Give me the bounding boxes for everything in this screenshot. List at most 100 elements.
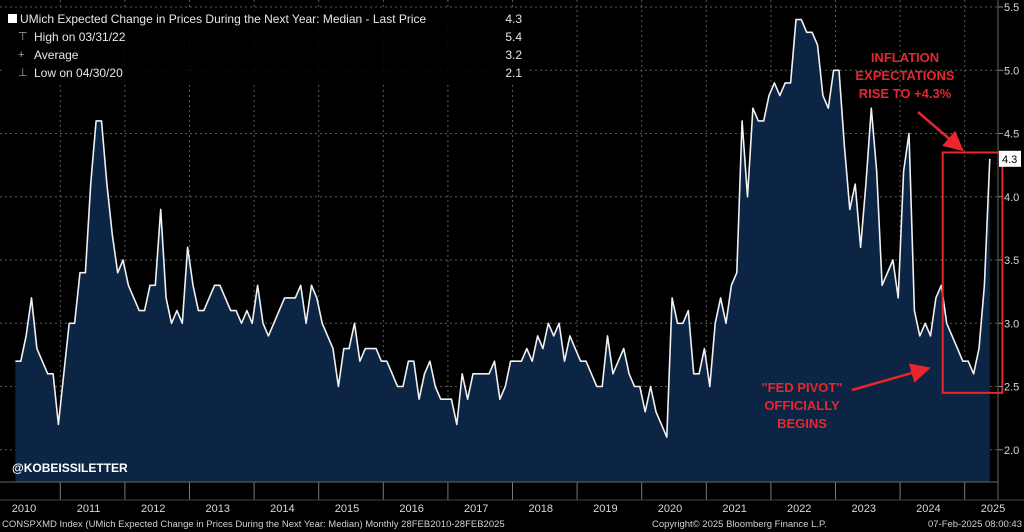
fed-arrow-icon bbox=[851, 363, 931, 392]
data-point bbox=[585, 360, 587, 362]
data-point bbox=[57, 423, 59, 425]
data-point bbox=[450, 398, 452, 400]
data-point bbox=[127, 284, 129, 286]
x-tick-label: 2013 bbox=[206, 503, 230, 515]
data-point bbox=[122, 259, 124, 261]
data-point bbox=[181, 322, 183, 324]
high-marker-icon: ⊤ bbox=[18, 31, 28, 43]
data-point bbox=[95, 120, 97, 122]
last-price-tag-label: 4.3 bbox=[1002, 154, 1017, 166]
data-point bbox=[504, 385, 506, 387]
data-point bbox=[617, 360, 619, 362]
data-point bbox=[763, 120, 765, 122]
data-point bbox=[348, 347, 350, 349]
data-point bbox=[827, 107, 829, 109]
data-point bbox=[326, 335, 328, 337]
data-point bbox=[30, 297, 32, 299]
data-point bbox=[434, 385, 436, 387]
data-point bbox=[230, 309, 232, 311]
data-point bbox=[300, 284, 302, 286]
data-point bbox=[881, 284, 883, 286]
watermark: @KOBEISSILETTER bbox=[12, 461, 128, 475]
data-point bbox=[79, 272, 81, 274]
data-point bbox=[143, 309, 145, 311]
legend-low-label: Low on 04/30/20 bbox=[34, 66, 123, 80]
data-point bbox=[574, 347, 576, 349]
data-point bbox=[509, 360, 511, 362]
data-point bbox=[703, 347, 705, 349]
data-point bbox=[596, 385, 598, 387]
data-point bbox=[41, 360, 43, 362]
data-point bbox=[100, 120, 102, 122]
data-point bbox=[483, 373, 485, 375]
data-point bbox=[337, 385, 339, 387]
data-point bbox=[343, 347, 345, 349]
data-point bbox=[25, 335, 27, 337]
legend-last-value: 4.3 bbox=[505, 12, 522, 26]
data-point bbox=[892, 259, 894, 261]
data-point bbox=[224, 297, 226, 299]
data-point bbox=[736, 272, 738, 274]
footer-copyright: Copyright© 2025 Bloomberg Finance L.P. bbox=[652, 519, 827, 530]
data-point bbox=[800, 18, 802, 20]
x-tick-label: 2011 bbox=[77, 503, 101, 515]
data-point bbox=[235, 309, 237, 311]
data-point bbox=[418, 398, 420, 400]
y-tick-label: 2.5 bbox=[1004, 382, 1019, 394]
data-point bbox=[924, 322, 926, 324]
legend-average-row: + Average 3.2 bbox=[4, 47, 528, 63]
data-point bbox=[951, 335, 953, 337]
data-point bbox=[789, 82, 791, 84]
data-point bbox=[666, 436, 668, 438]
fed-annotation-line: BEGINS bbox=[777, 416, 827, 431]
x-tick-label: 2024 bbox=[916, 503, 940, 515]
last-price-tag: 4.3 bbox=[999, 150, 1021, 167]
data-point bbox=[876, 170, 878, 172]
data-point bbox=[902, 170, 904, 172]
data-point bbox=[499, 398, 501, 400]
data-point bbox=[897, 297, 899, 299]
data-point bbox=[240, 322, 242, 324]
data-point bbox=[854, 183, 856, 185]
data-point bbox=[267, 335, 269, 337]
data-point bbox=[612, 373, 614, 375]
x-tick-label: 2012 bbox=[141, 503, 165, 515]
legend-high-value: 5.4 bbox=[505, 30, 522, 44]
data-point bbox=[20, 360, 22, 362]
x-tick-label: 2019 bbox=[593, 503, 617, 515]
data-point bbox=[52, 373, 54, 375]
data-point bbox=[870, 107, 872, 109]
data-point bbox=[784, 82, 786, 84]
data-point bbox=[563, 360, 565, 362]
data-point bbox=[886, 272, 888, 274]
x-tick-label: 2010 bbox=[12, 503, 36, 515]
data-point bbox=[208, 297, 210, 299]
data-point bbox=[639, 385, 641, 387]
data-point bbox=[628, 373, 630, 375]
y-tick-label: 4.5 bbox=[1004, 129, 1019, 141]
data-point bbox=[671, 297, 673, 299]
data-point bbox=[655, 411, 657, 413]
data-point bbox=[644, 411, 646, 413]
legend-series-swatch[interactable] bbox=[8, 14, 17, 23]
legend-average-label: Average bbox=[34, 48, 79, 62]
data-point bbox=[111, 234, 113, 236]
data-point bbox=[170, 322, 172, 324]
y-tick-label: 4.0 bbox=[1004, 192, 1019, 204]
x-tick-label: 2017 bbox=[464, 503, 488, 515]
data-point bbox=[440, 398, 442, 400]
data-point bbox=[472, 373, 474, 375]
data-point bbox=[859, 246, 861, 248]
inflation-annotation-line: EXPECTATIONS bbox=[855, 68, 955, 83]
data-point bbox=[725, 322, 727, 324]
legend: UMich Expected Change in Prices During t… bbox=[4, 10, 528, 84]
data-point bbox=[558, 322, 560, 324]
data-point bbox=[515, 360, 517, 362]
x-tick-label: 2015 bbox=[335, 503, 359, 515]
data-point bbox=[649, 385, 651, 387]
data-point bbox=[832, 69, 834, 71]
data-point bbox=[913, 309, 915, 311]
data-point bbox=[946, 322, 948, 324]
data-point bbox=[919, 335, 921, 337]
x-tick-label: 2021 bbox=[722, 503, 746, 515]
